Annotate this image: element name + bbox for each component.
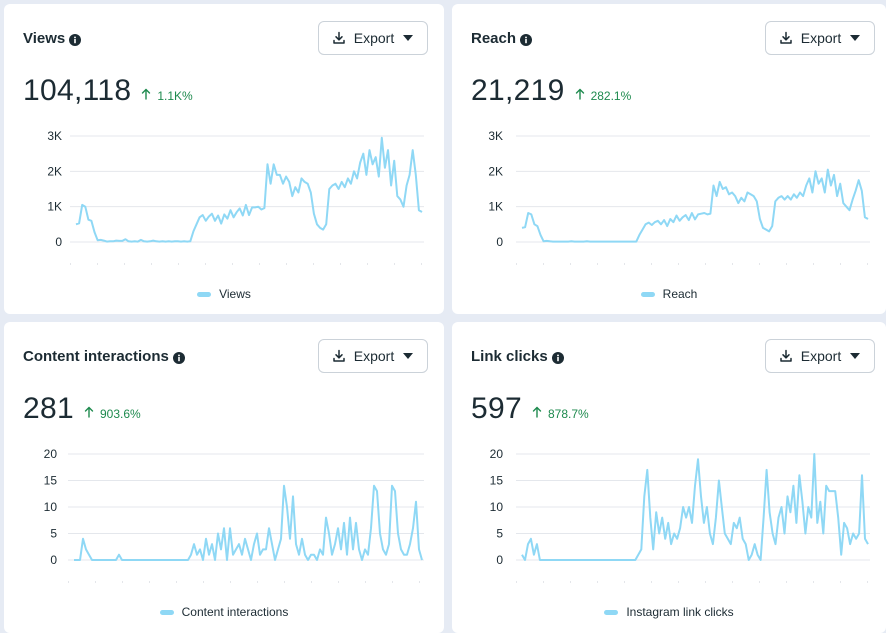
y-tick-label: 0 xyxy=(496,553,503,567)
metric-card-3: Link clicks Export 597 878.7% 20 15 10 5 0 Instag… xyxy=(452,322,886,633)
export-button[interactable]: Export xyxy=(318,21,428,55)
line-chart: 3K 2K 1K 0 xyxy=(488,129,870,265)
download-icon xyxy=(779,31,793,45)
chart-legend[interactable]: Instagram link clicks xyxy=(452,605,886,619)
y-tick-label: 2K xyxy=(488,164,503,178)
arrow-up-icon xyxy=(84,406,94,421)
y-tick-label: 1K xyxy=(47,200,62,214)
legend-label: Reach xyxy=(662,287,698,301)
y-tick-label: 15 xyxy=(44,474,58,488)
metric-value: 104,118 xyxy=(23,74,132,107)
y-tick-label: 0 xyxy=(50,553,57,567)
card-title: Link clicks xyxy=(471,348,564,365)
info-circle-icon[interactable] xyxy=(520,33,533,46)
line-chart: 3K 2K 1K 0 xyxy=(47,129,424,265)
metric-row: 597 878.7% xyxy=(471,392,589,426)
metric-change: 903.6% xyxy=(84,406,141,421)
info-circle-icon[interactable] xyxy=(69,33,82,46)
metric-card-2: Content interactions Export 281 903.6% 20 15 1… xyxy=(4,322,444,633)
caret-down-icon xyxy=(849,34,861,42)
metric-change: 878.7% xyxy=(532,406,589,421)
series-line xyxy=(74,484,423,561)
export-button[interactable]: Export xyxy=(318,339,428,373)
legend-swatch xyxy=(604,609,619,615)
legend-label: Views xyxy=(219,287,251,301)
export-button[interactable]: Export xyxy=(765,21,875,55)
caret-down-icon xyxy=(402,34,414,42)
export-button[interactable]: Export xyxy=(765,339,875,373)
chart-legend[interactable]: Views xyxy=(4,287,444,301)
arrow-up-icon xyxy=(532,406,542,421)
change-percent: 903.6% xyxy=(99,406,141,421)
y-tick-label: 5 xyxy=(496,527,503,541)
metric-row: 21,219 282.1% xyxy=(471,74,631,108)
y-tick-label: 10 xyxy=(490,500,504,514)
legend-label: Instagram link clicks xyxy=(626,605,734,619)
card-title-text: Content interactions xyxy=(23,348,169,365)
y-tick-label: 1K xyxy=(488,200,503,214)
change-percent: 878.7% xyxy=(547,406,589,421)
card-title: Reach xyxy=(471,30,533,47)
chart-legend[interactable]: Reach xyxy=(452,287,886,301)
y-tick-label: 5 xyxy=(50,527,57,541)
download-icon xyxy=(332,31,346,45)
metric-row: 281 903.6% xyxy=(23,392,141,426)
info-circle-icon[interactable] xyxy=(551,351,564,364)
y-tick-label: 20 xyxy=(44,447,58,461)
y-tick-label: 10 xyxy=(44,500,58,514)
y-tick-label: 0 xyxy=(55,235,62,249)
y-tick-label: 3K xyxy=(488,129,503,143)
download-icon xyxy=(332,349,346,363)
export-label: Export xyxy=(800,348,842,364)
caret-down-icon xyxy=(402,352,414,360)
card-title-text: Link clicks xyxy=(471,348,548,365)
metric-card-1: Reach Export 21,219 282.1% 3K 2K 1K 0 Reach xyxy=(452,4,886,314)
change-percent: 282.1% xyxy=(590,88,632,103)
arrow-up-icon xyxy=(575,88,585,103)
y-tick-label: 0 xyxy=(496,235,503,249)
metric-value: 21,219 xyxy=(471,74,565,107)
card-title-text: Reach xyxy=(471,30,517,47)
legend-swatch xyxy=(640,291,655,297)
y-tick-label: 2K xyxy=(47,164,62,178)
legend-swatch xyxy=(159,609,174,615)
change-percent: 1.1K% xyxy=(157,88,193,103)
card-title-text: Views xyxy=(23,30,66,47)
line-chart: 20 15 10 5 0 xyxy=(44,447,424,583)
y-tick-label: 15 xyxy=(490,474,504,488)
metric-value: 281 xyxy=(23,392,74,425)
export-label: Export xyxy=(353,348,395,364)
series-line xyxy=(75,136,423,243)
card-title: Content interactions xyxy=(23,348,185,365)
metric-change: 282.1% xyxy=(575,88,632,103)
line-chart: 20 15 10 5 0 xyxy=(490,447,870,583)
legend-swatch xyxy=(197,291,212,297)
download-icon xyxy=(779,349,793,363)
legend-label: Content interactions xyxy=(181,605,289,619)
y-tick-label: 3K xyxy=(47,129,62,143)
series-line xyxy=(521,453,869,561)
metric-value: 597 xyxy=(471,392,522,425)
caret-down-icon xyxy=(849,352,861,360)
export-label: Export xyxy=(800,30,842,46)
arrow-up-icon xyxy=(141,88,151,103)
chart-legend[interactable]: Content interactions xyxy=(4,605,444,619)
y-tick-label: 20 xyxy=(490,447,504,461)
metric-card-0: Views Export 104,118 1.1K% 3K 2K 1K 0 Views xyxy=(4,4,444,314)
card-title: Views xyxy=(23,30,82,47)
export-label: Export xyxy=(353,30,395,46)
metric-change: 1.1K% xyxy=(141,88,193,103)
info-circle-icon[interactable] xyxy=(172,351,185,364)
metric-row: 104,118 1.1K% xyxy=(23,74,193,108)
series-line xyxy=(521,168,869,243)
